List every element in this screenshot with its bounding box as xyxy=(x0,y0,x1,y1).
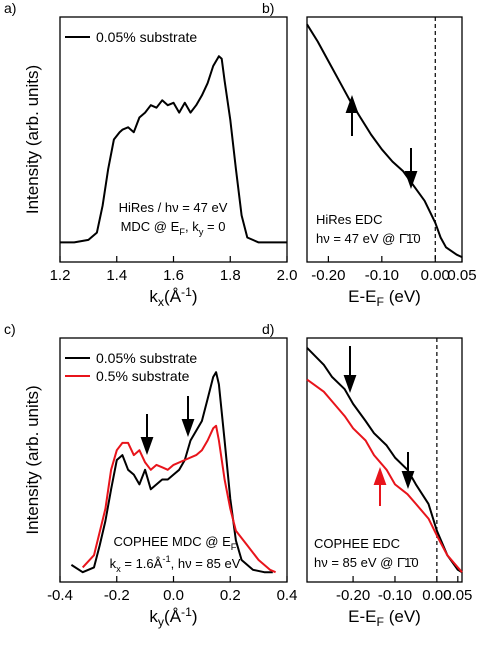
arrow-head xyxy=(181,419,195,437)
arrow-head xyxy=(343,375,357,393)
x-tick-label: 1.8 xyxy=(220,267,241,284)
line-series xyxy=(60,55,287,244)
text-part: ) xyxy=(192,607,198,626)
annotation: COPHEE MDC @ EF xyxy=(114,534,237,552)
panel-label: c) xyxy=(4,321,16,337)
text-part: y xyxy=(158,615,165,629)
legend-label: 0.05% substrate xyxy=(96,350,197,366)
text-part: x xyxy=(158,295,164,309)
legend-label: 0.5% substrate xyxy=(96,368,190,384)
line-series xyxy=(81,424,276,574)
text-part: , hν = 85 eV xyxy=(171,556,241,571)
text-part: Intensity (arb. units) xyxy=(23,65,42,214)
text-part: hν = 85 eV @ Γ̄1̄0 xyxy=(314,555,419,570)
panel-label: d) xyxy=(262,321,274,337)
arrow-head xyxy=(140,437,154,455)
x-tick-label: -0.2 xyxy=(104,587,130,604)
x-tick-label: -0.10 xyxy=(365,267,399,284)
text-part: k xyxy=(110,556,117,571)
x-axis-label: kx(Å-1) xyxy=(149,285,197,309)
text-part: Intensity (arb. units) xyxy=(23,385,42,534)
text-part: hν = 47 eV @ Γ̄1̄0 xyxy=(316,231,421,246)
x-tick-label: 0.2 xyxy=(220,587,241,604)
x-tick-label: 0.0 xyxy=(163,587,184,604)
text-part: F xyxy=(377,615,384,629)
panel-label: b) xyxy=(262,0,274,16)
panel-label: a) xyxy=(4,0,16,16)
y-axis-label: Intensity (arb. units) xyxy=(23,385,42,534)
annotation: hν = 85 eV @ Γ̄1̄0 xyxy=(314,555,419,570)
text-part: COPHEE MDC @ E xyxy=(114,534,232,549)
text-part: -1 xyxy=(162,554,170,564)
text-part: = 1.6Å xyxy=(121,556,163,571)
line-series xyxy=(306,347,463,574)
annotation: MDC @ EF, ky = 0 xyxy=(121,219,226,237)
text-part: , k xyxy=(185,219,199,234)
text-part: (Å xyxy=(164,607,182,626)
x-tick-label: 0.05 xyxy=(447,267,476,284)
text-part: HiRes / hν = 47 eV xyxy=(119,200,228,215)
arrow-head xyxy=(401,471,415,489)
plot-frame xyxy=(306,16,463,263)
x-tick-label: 0.00 xyxy=(421,267,450,284)
line-series xyxy=(306,23,463,259)
text-part: -1 xyxy=(181,285,192,299)
text-part: = 0 xyxy=(203,219,225,234)
text-part: x xyxy=(116,564,121,574)
x-tick-label: -0.20 xyxy=(311,267,345,284)
line-series xyxy=(70,371,273,574)
annotation: HiRes EDC xyxy=(316,212,382,227)
x-tick-label: 0.05 xyxy=(443,587,472,604)
x-tick-label: -0.20 xyxy=(336,587,370,604)
text-part: (eV) xyxy=(384,287,421,306)
x-axis-label: ky(Å-1) xyxy=(149,605,197,629)
text-part: k xyxy=(149,287,158,306)
text-part: E-E xyxy=(348,287,376,306)
x-tick-label: 1.2 xyxy=(50,267,71,284)
arrows xyxy=(140,95,418,506)
text-part: COPHEE EDC xyxy=(314,536,400,551)
text-part: ) xyxy=(192,287,198,306)
annotation: kx = 1.6Å-1, hν = 85 eV xyxy=(110,554,241,574)
annotation: hν = 47 eV @ Γ̄1̄0 xyxy=(316,231,421,246)
text-part: HiRes EDC xyxy=(316,212,382,227)
x-tick-label: -0.10 xyxy=(378,587,412,604)
text-part: -1 xyxy=(181,605,192,619)
legend-label: 0.05% substrate xyxy=(96,29,197,45)
text-part: (eV) xyxy=(384,607,421,626)
x-tick-label: 0.00 xyxy=(422,587,451,604)
y-axis-label: Intensity (arb. units) xyxy=(23,65,42,214)
annotation: COPHEE EDC xyxy=(314,536,400,551)
x-tick-label: 1.6 xyxy=(163,267,184,284)
line-series xyxy=(306,378,463,573)
text-part: F xyxy=(231,542,237,552)
text-part: E-E xyxy=(348,607,376,626)
x-tick-label: 1.4 xyxy=(106,267,127,284)
x-tick-label: 0.4 xyxy=(277,587,298,604)
plot-frame xyxy=(306,337,463,583)
x-axis-label: E-EF (eV) xyxy=(348,607,421,629)
annotation: HiRes / hν = 47 eV xyxy=(119,200,228,215)
x-axis-label: E-EF (eV) xyxy=(348,287,421,309)
text-part: F xyxy=(377,295,384,309)
text-part: (Å xyxy=(164,287,182,306)
text-part: k xyxy=(149,607,158,626)
text-part: MDC @ E xyxy=(121,219,180,234)
arrow-head xyxy=(404,171,418,189)
x-tick-label: 2.0 xyxy=(277,267,298,284)
x-tick-label: -0.4 xyxy=(47,587,73,604)
arrow-head xyxy=(373,467,387,485)
text-part: F xyxy=(179,227,185,237)
text-part: y xyxy=(199,227,204,237)
